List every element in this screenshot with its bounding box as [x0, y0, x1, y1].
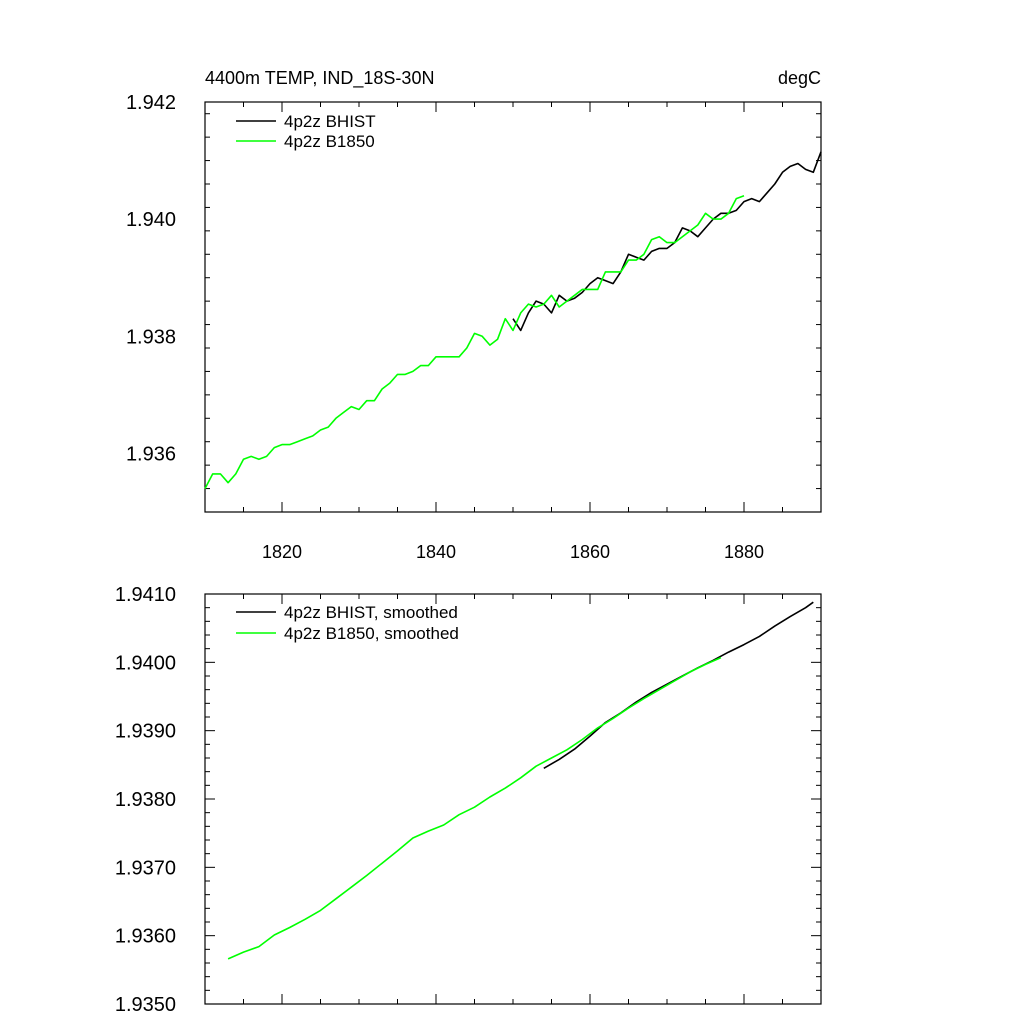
y-tick-label: 1.9400 — [115, 652, 176, 674]
plot-frame — [204, 101, 822, 513]
y-tick-label: 1.9410 — [115, 584, 176, 606]
x-tick-label: 1860 — [570, 542, 610, 562]
series-line-4p2z-b1850 — [204, 194, 745, 489]
top-panel: 1820 1840 1860 1880 1.936 1.938 1.940 1.942 4p2z… — [126, 92, 822, 562]
series-line-4p2z-b1850-smoothed — [227, 656, 722, 960]
y-tick-label: 1.9360 — [115, 926, 176, 948]
y-tick-label: 1.936 — [126, 443, 176, 465]
y-tick-label: 1.9350 — [115, 994, 176, 1016]
legend-label: 4p2z BHIST, smoothed — [284, 603, 458, 622]
series-line-4p2z-bhist-smoothed — [543, 601, 814, 769]
y-tick-label: 1.942 — [126, 92, 176, 114]
plot-frame — [204, 593, 822, 1005]
legend-label: 4p2z BHIST — [284, 112, 376, 131]
chart-units: degC — [778, 68, 821, 88]
x-tick-label: 1820 — [262, 542, 302, 562]
series-line-4p2z-bhist — [512, 151, 822, 332]
x-tick-label: 1840 — [416, 542, 456, 562]
chart-title: 4400m TEMP, IND_18S-30N — [205, 68, 434, 89]
x-tick-label: 1880 — [724, 542, 764, 562]
y-tick-label: 1.940 — [126, 209, 176, 231]
bottom-panel: 1.9350 1.9360 1.9370 1.9380 1.9390 1.9400 1.94… — [115, 584, 822, 1016]
legend-label: 4p2z B1850 — [284, 132, 375, 151]
y-tick-label: 1.9390 — [115, 721, 176, 743]
legend-label: 4p2z B1850, smoothed — [284, 624, 459, 643]
y-tick-label: 1.9380 — [115, 789, 176, 811]
y-tick-label: 1.938 — [126, 326, 176, 348]
y-tick-label: 1.9370 — [115, 857, 176, 879]
